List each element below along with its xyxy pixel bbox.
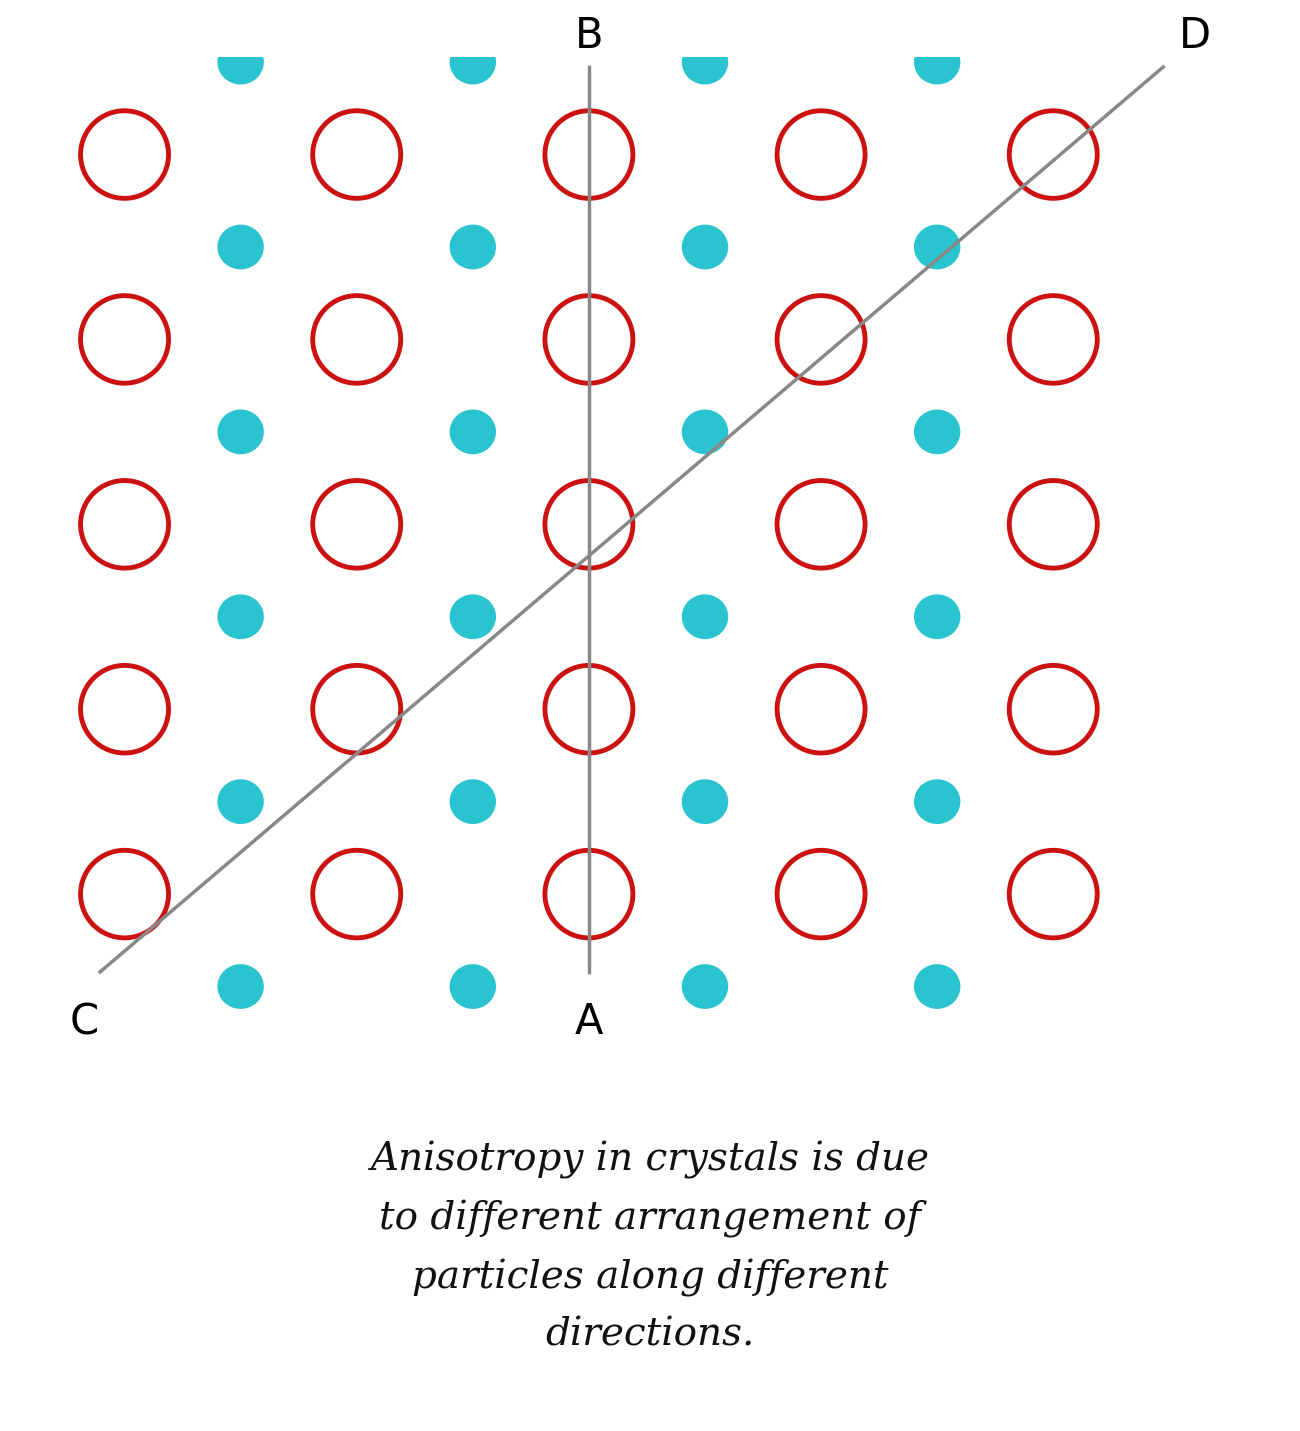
Ellipse shape: [681, 40, 728, 84]
Ellipse shape: [217, 780, 264, 824]
Ellipse shape: [217, 225, 264, 269]
Text: C: C: [70, 1002, 99, 1043]
Ellipse shape: [914, 594, 961, 640]
Ellipse shape: [450, 964, 497, 1009]
Text: B: B: [575, 16, 603, 57]
Ellipse shape: [217, 40, 264, 84]
Ellipse shape: [914, 40, 961, 84]
Ellipse shape: [681, 780, 728, 824]
Ellipse shape: [217, 964, 264, 1009]
Ellipse shape: [681, 594, 728, 640]
Ellipse shape: [914, 225, 961, 269]
Ellipse shape: [914, 780, 961, 824]
Ellipse shape: [681, 964, 728, 1009]
Ellipse shape: [217, 409, 264, 454]
Ellipse shape: [681, 409, 728, 454]
Ellipse shape: [450, 40, 497, 84]
Ellipse shape: [450, 409, 497, 454]
Ellipse shape: [450, 594, 497, 640]
Ellipse shape: [217, 594, 264, 640]
Ellipse shape: [450, 225, 497, 269]
Text: A: A: [575, 1002, 603, 1043]
Text: D: D: [1179, 16, 1212, 57]
Text: Anisotropy in crystals is due
to different arrangement of
particles along differ: Anisotropy in crystals is due to differe…: [370, 1142, 930, 1354]
Ellipse shape: [914, 964, 961, 1009]
Ellipse shape: [681, 225, 728, 269]
Ellipse shape: [450, 780, 497, 824]
Ellipse shape: [914, 409, 961, 454]
